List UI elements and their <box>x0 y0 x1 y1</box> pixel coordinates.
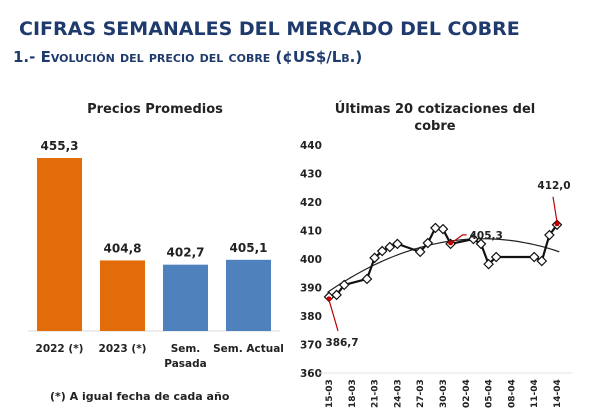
data-point-marker <box>468 233 479 245</box>
y-tick-label: 420 <box>300 197 322 209</box>
data-point-marker <box>528 251 540 263</box>
annotation-label: 412,0 <box>537 180 570 192</box>
bar-category-label: Sem. Actual <box>213 343 284 355</box>
bar-category-label: 2022 (*) <box>36 343 84 355</box>
x-tick-label: 18-03 <box>348 379 358 408</box>
x-tick-label: 02-04 <box>462 379 472 408</box>
data-point-marker <box>376 245 388 257</box>
page-title: CIFRAS SEMANALES DEL MERCADO DEL COBRE <box>19 18 520 40</box>
bar-1 <box>100 260 145 331</box>
bar-0 <box>37 158 82 331</box>
y-tick-label: 410 <box>300 226 322 238</box>
bar-value-label: 404,8 <box>104 241 142 255</box>
x-tick-label: 24-03 <box>393 379 403 408</box>
data-point-marker <box>437 223 449 235</box>
x-tick-label: 14-04 <box>553 379 563 408</box>
data-point-marker <box>414 246 426 258</box>
y-tick-label: 390 <box>300 283 322 295</box>
annotation-dot <box>448 240 454 246</box>
annotation-label: 386,7 <box>325 337 358 349</box>
price-line <box>328 224 558 298</box>
x-tick-label: 11-04 <box>530 379 540 408</box>
data-point-marker <box>475 238 487 250</box>
y-tick-label: 430 <box>300 169 322 181</box>
data-point-marker <box>331 289 342 301</box>
y-tick-label: 360 <box>300 368 322 380</box>
y-tick-label: 400 <box>300 254 322 266</box>
x-tick-label: 08-04 <box>507 379 517 408</box>
x-tick-label: 21-03 <box>371 379 381 408</box>
annotation-leader-line <box>328 299 339 332</box>
bar-category-label: Sem. <box>171 343 201 355</box>
annotation-leader-line <box>451 234 467 244</box>
data-point-marker <box>361 273 373 285</box>
x-tick-label: 05-04 <box>485 379 495 408</box>
line-chart: Últimas 20 cotizaciones del cobre 360 370… <box>300 101 572 408</box>
footnote: (*) A igual fecha de cada año <box>50 390 230 403</box>
data-point-marker <box>422 237 434 249</box>
data-point-marker <box>490 251 502 263</box>
bar-chart: Precios Promedios 455,3 2022 (*) 404,8 2023… <box>28 102 284 370</box>
line-chart-title-line-2: cobre <box>414 119 455 134</box>
y-tick-label: 380 <box>300 311 322 323</box>
bar-category-label: 2023 (*) <box>99 343 147 355</box>
page-subtitle: 1.- Evolución del precio del cobre (¢US$… <box>13 48 363 66</box>
data-point-marker <box>369 252 380 264</box>
annotation-dot <box>326 296 332 302</box>
trendline <box>327 238 560 293</box>
y-tick-label: 370 <box>300 340 322 352</box>
data-point-marker <box>384 241 396 253</box>
annotation-label: 405,3 <box>470 230 503 242</box>
bar-value-label: 402,7 <box>167 246 205 260</box>
bar-2 <box>163 264 208 331</box>
x-tick-label: 30-03 <box>439 379 449 408</box>
bar-value-label: 455,3 <box>41 139 79 153</box>
data-point-marker <box>483 258 494 270</box>
bar-category-label: Pasada <box>164 358 206 370</box>
annotation-leader-line <box>552 196 558 222</box>
bar-chart-title: Precios Promedios <box>87 102 223 117</box>
x-tick-label: 27-03 <box>416 379 426 408</box>
annotation-dot <box>554 221 560 227</box>
y-tick-label: 440 <box>300 140 322 152</box>
line-chart-title-line-1: Últimas 20 cotizaciones del <box>335 101 536 117</box>
bar-3 <box>226 259 271 331</box>
data-point-marker <box>392 238 403 250</box>
data-point-marker <box>430 222 441 234</box>
data-point-marker <box>338 279 350 291</box>
x-tick-label: 15-03 <box>325 379 335 408</box>
data-point-marker <box>544 229 555 241</box>
bar-value-label: 405,1 <box>230 241 268 255</box>
data-point-marker <box>536 255 548 267</box>
